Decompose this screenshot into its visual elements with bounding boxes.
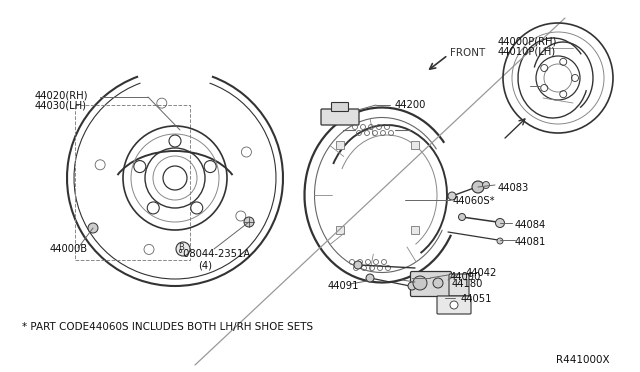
Text: B: B [178,243,184,252]
FancyBboxPatch shape [321,109,359,125]
FancyBboxPatch shape [449,274,469,296]
Circle shape [450,301,458,309]
Circle shape [354,261,362,269]
Bar [75,105,190,260]
Bar [411,141,419,149]
Text: 44020(RH): 44020(RH) [35,91,88,101]
Circle shape [366,274,374,282]
Circle shape [497,238,503,244]
Circle shape [244,217,254,227]
Text: * PART CODE44060S INCLUDES BOTH LH/RH SHOE SETS: * PART CODE44060S INCLUDES BOTH LH/RH SH… [22,322,313,332]
Circle shape [483,182,490,189]
Text: 44042: 44042 [466,268,497,278]
Text: 44084: 44084 [515,220,547,230]
Text: FRONT: FRONT [450,48,485,58]
FancyBboxPatch shape [437,296,471,314]
FancyBboxPatch shape [332,103,349,112]
Circle shape [408,282,416,290]
Text: 44090: 44090 [450,272,481,282]
Circle shape [88,223,98,233]
Text: 44081: 44081 [515,237,547,247]
Text: 44091: 44091 [328,281,360,291]
Text: 44060S*: 44060S* [453,196,495,206]
Circle shape [495,218,504,228]
Circle shape [448,192,456,200]
Bar [336,226,344,234]
Text: 44010P(LH): 44010P(LH) [498,47,556,57]
FancyBboxPatch shape [410,272,451,296]
Bar [411,226,419,234]
Text: R441000X: R441000X [556,355,610,365]
Text: 44030(LH): 44030(LH) [35,101,87,111]
Text: 44000P(RH): 44000P(RH) [498,36,557,46]
Text: °08044-2351A: °08044-2351A [178,249,250,259]
Text: 44051: 44051 [461,294,493,304]
Circle shape [176,242,190,256]
Text: 44180: 44180 [452,279,483,289]
Bar [336,141,344,149]
Text: 44083: 44083 [498,183,529,193]
Circle shape [472,181,484,193]
Text: (4): (4) [198,260,212,270]
Text: 44200: 44200 [395,100,426,110]
Circle shape [433,278,443,288]
Circle shape [458,214,465,221]
Circle shape [413,276,427,290]
Text: 44000B: 44000B [50,244,88,254]
